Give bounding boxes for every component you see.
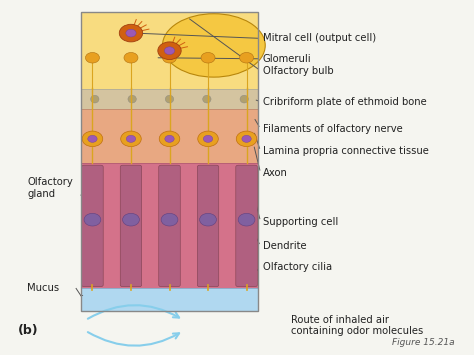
Ellipse shape bbox=[163, 14, 265, 77]
Text: Cribriform plate of ethmoid bone: Cribriform plate of ethmoid bone bbox=[263, 97, 427, 107]
Text: Figure 15.21a: Figure 15.21a bbox=[392, 338, 455, 346]
Ellipse shape bbox=[165, 95, 173, 103]
Circle shape bbox=[159, 131, 180, 147]
Circle shape bbox=[238, 213, 255, 226]
Circle shape bbox=[84, 213, 101, 226]
Text: (b): (b) bbox=[18, 324, 38, 337]
Text: Dendrite: Dendrite bbox=[263, 241, 307, 251]
Text: Filaments of olfactory nerve: Filaments of olfactory nerve bbox=[263, 124, 402, 134]
Text: Glomeruli: Glomeruli bbox=[263, 54, 311, 64]
Text: Axon: Axon bbox=[263, 168, 288, 178]
Circle shape bbox=[236, 131, 257, 147]
Text: Mucus: Mucus bbox=[27, 283, 59, 294]
Text: Lamina propria connective tissue: Lamina propria connective tissue bbox=[263, 146, 429, 156]
Ellipse shape bbox=[203, 95, 211, 103]
FancyBboxPatch shape bbox=[236, 165, 257, 287]
Circle shape bbox=[82, 131, 103, 147]
Circle shape bbox=[164, 47, 174, 55]
Ellipse shape bbox=[240, 95, 248, 103]
Circle shape bbox=[163, 53, 176, 63]
Circle shape bbox=[161, 213, 178, 226]
Text: Olfactory bulb: Olfactory bulb bbox=[263, 66, 334, 76]
Text: Route of inhaled air
containing odor molecules: Route of inhaled air containing odor mol… bbox=[291, 315, 423, 336]
Circle shape bbox=[88, 135, 97, 142]
FancyBboxPatch shape bbox=[159, 165, 180, 287]
Ellipse shape bbox=[128, 95, 137, 103]
Circle shape bbox=[198, 131, 219, 147]
Circle shape bbox=[123, 213, 139, 226]
Circle shape bbox=[165, 135, 174, 142]
FancyBboxPatch shape bbox=[81, 109, 258, 163]
Ellipse shape bbox=[91, 95, 99, 103]
Text: Mitral cell (output cell): Mitral cell (output cell) bbox=[263, 33, 376, 43]
Circle shape bbox=[242, 135, 251, 142]
FancyBboxPatch shape bbox=[81, 289, 258, 311]
FancyBboxPatch shape bbox=[81, 89, 258, 109]
Circle shape bbox=[126, 29, 136, 37]
Circle shape bbox=[201, 53, 215, 63]
FancyBboxPatch shape bbox=[120, 165, 142, 287]
Circle shape bbox=[119, 24, 143, 42]
Circle shape bbox=[124, 53, 138, 63]
Circle shape bbox=[85, 53, 100, 63]
Circle shape bbox=[239, 53, 254, 63]
Circle shape bbox=[126, 135, 136, 142]
Text: Olfactory
gland: Olfactory gland bbox=[27, 177, 73, 199]
FancyBboxPatch shape bbox=[82, 165, 103, 287]
FancyBboxPatch shape bbox=[81, 163, 258, 289]
Text: Supporting cell: Supporting cell bbox=[263, 217, 338, 226]
FancyBboxPatch shape bbox=[81, 12, 258, 89]
Circle shape bbox=[158, 42, 181, 60]
Text: Olfactory cilia: Olfactory cilia bbox=[263, 262, 332, 272]
Circle shape bbox=[200, 213, 217, 226]
Circle shape bbox=[121, 131, 141, 147]
Circle shape bbox=[203, 135, 213, 142]
FancyBboxPatch shape bbox=[197, 165, 219, 287]
